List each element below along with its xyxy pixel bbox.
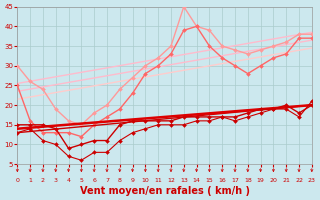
X-axis label: Vent moyen/en rafales ( km/h ): Vent moyen/en rafales ( km/h )	[80, 186, 250, 196]
